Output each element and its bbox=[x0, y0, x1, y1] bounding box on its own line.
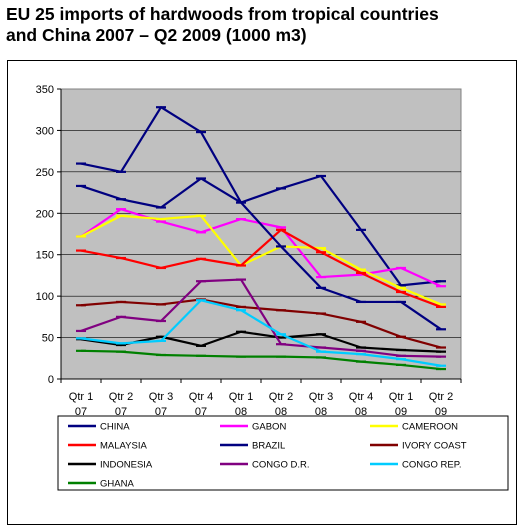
chart-title-line-2: and China 2007 – Q2 2009 (1000 m3) bbox=[6, 25, 307, 45]
legend-label: INDONESIA bbox=[100, 460, 153, 471]
x-tick-label-year: 07 bbox=[155, 406, 167, 418]
x-tick-label-quarter: Qtr 1 bbox=[69, 391, 93, 403]
gridlines bbox=[61, 130, 461, 338]
series-congo-rep bbox=[76, 299, 446, 367]
series-line bbox=[80, 349, 442, 371]
legend-item: CAMEROON bbox=[370, 422, 458, 433]
chart-title: EU 25 imports of hardwoods from tropical… bbox=[6, 4, 522, 46]
x-tick-label-quarter: Qtr 3 bbox=[309, 391, 333, 403]
legend-item: GHANA bbox=[68, 479, 134, 490]
y-tick-label: 300 bbox=[36, 125, 54, 137]
plot-area bbox=[60, 88, 462, 380]
series-line bbox=[80, 214, 442, 306]
x-tick-label-quarter: Qtr 4 bbox=[349, 391, 373, 403]
series-line bbox=[80, 106, 442, 331]
x-tick-label-quarter: Qtr 3 bbox=[149, 391, 173, 403]
series-line bbox=[80, 298, 442, 349]
series-lines bbox=[76, 106, 446, 371]
legend: CHINA GABON CAMEROON MALAYSIA BRAZIL IVORY CO… bbox=[68, 422, 467, 490]
series-line bbox=[80, 330, 442, 353]
x-tick-label-quarter: Qtr 1 bbox=[389, 391, 413, 403]
x-tick-label-year: 09 bbox=[395, 406, 407, 418]
series-line bbox=[80, 174, 442, 287]
legend-label: CONGO D.R. bbox=[252, 460, 310, 471]
series-ghana bbox=[76, 349, 446, 371]
legend-label: CHINA bbox=[100, 422, 130, 433]
series-line bbox=[80, 228, 442, 308]
x-tick-label-year: 07 bbox=[195, 406, 207, 418]
legend-item: INDONESIA bbox=[68, 460, 153, 471]
chart-title-line-1: EU 25 imports of hardwoods from tropical… bbox=[6, 4, 439, 24]
legend-item: IVORY COAST bbox=[370, 441, 467, 452]
series-line bbox=[80, 278, 442, 358]
legend-label: BRAZIL bbox=[252, 441, 285, 452]
x-tick-label-year: 08 bbox=[355, 406, 367, 418]
x-tick-label-year: 07 bbox=[75, 406, 87, 418]
y-tick-label: 100 bbox=[36, 291, 54, 303]
legend-label: CONGO REP. bbox=[402, 460, 461, 471]
x-tick-label-quarter: Qtr 2 bbox=[429, 391, 453, 403]
x-tick-label-quarter: Qtr 2 bbox=[269, 391, 293, 403]
x-tick-label-year: 07 bbox=[115, 406, 127, 418]
legend-item: CONGO D.R. bbox=[220, 460, 310, 471]
y-axis: 0 50 100 150 200 250 300 350 bbox=[36, 84, 62, 386]
x-tick-label-quarter: Qtr 1 bbox=[229, 391, 253, 403]
legend-label: GABON bbox=[252, 422, 286, 433]
y-tick-label: 350 bbox=[36, 84, 54, 96]
legend-label: CAMEROON bbox=[402, 422, 458, 433]
legend-item: CHINA bbox=[68, 422, 130, 433]
x-axis: Qtr 1 07 Qtr 2 07 Qtr 3 07 Qtr 4 07 Qtr 1 08 Qtr 2… bbox=[60, 378, 462, 418]
series-malaysia bbox=[76, 228, 446, 309]
x-tick-label-quarter: Qtr 4 bbox=[189, 391, 213, 403]
x-tick-label-year: 08 bbox=[235, 406, 247, 418]
x-tick-label-year: 08 bbox=[315, 406, 327, 418]
legend-item: GABON bbox=[220, 422, 286, 433]
series-ivory-coast bbox=[76, 298, 446, 349]
y-tick-label: 150 bbox=[36, 250, 54, 262]
y-tick-label: 0 bbox=[48, 374, 54, 386]
legend-label: GHANA bbox=[100, 479, 134, 490]
legend-item: BRAZIL bbox=[220, 441, 285, 452]
legend-item: CONGO REP. bbox=[370, 460, 461, 471]
x-tick-label-quarter: Qtr 2 bbox=[109, 391, 133, 403]
legend-label: IVORY COAST bbox=[402, 441, 467, 452]
legend-label: MALAYSIA bbox=[100, 441, 147, 452]
series-line bbox=[80, 299, 442, 367]
series-brazil bbox=[76, 106, 446, 331]
legend-box bbox=[57, 415, 509, 491]
y-tick-label: 250 bbox=[36, 167, 54, 179]
x-tick-label-year: 08 bbox=[275, 406, 287, 418]
y-tick-label: 50 bbox=[42, 333, 54, 345]
legend-item: MALAYSIA bbox=[68, 441, 147, 452]
series-congo-d-r bbox=[76, 278, 446, 358]
x-tick-label-year: 09 bbox=[435, 406, 447, 418]
y-tick-label: 200 bbox=[36, 208, 54, 220]
